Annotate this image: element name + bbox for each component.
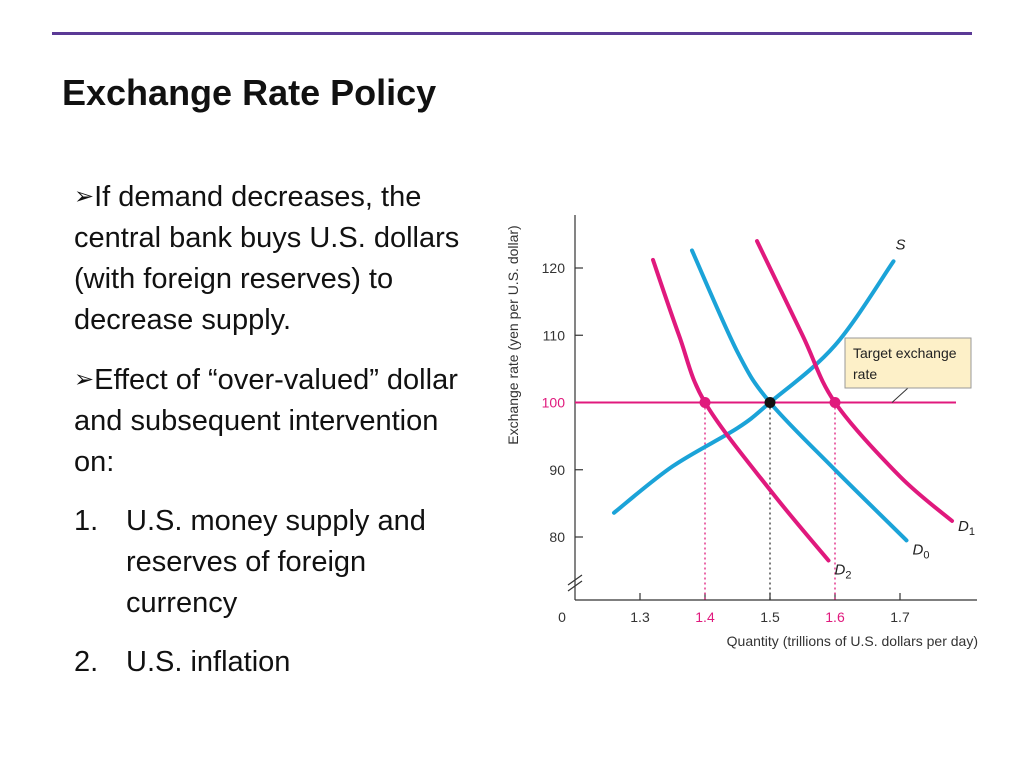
y-tick-label: 100 [542,395,566,411]
numbered-text-1: U.S. money supply and reserves of foreig… [126,505,426,619]
y-tick-label: 80 [549,529,565,545]
bullet-list: ➢If demand decreases, the central bank b… [74,176,464,701]
exchange-rate-chart: 80 90 100 110 120 0 1.3 1.4 1.5 1.6 1.7 Quantity (t… [500,205,990,665]
intersection-point [829,397,841,408]
curve-d2 [651,257,831,563]
bullet-text-2: Effect of “over-valued” dollar and subse… [74,364,458,478]
target-callout-line2: rate [853,366,877,382]
y-tick-label: 110 [543,327,566,343]
x-tick-label: 1.3 [630,609,650,625]
number-label-1: 1. [74,505,99,537]
y-tick-label: 90 [549,462,565,478]
curve-label-subscript: 0 [923,549,929,561]
axis-break-mark [567,580,583,592]
x-tick-label: 1.5 [760,609,780,625]
curve-label-d0: D0 [913,541,930,561]
axis-break-mark [567,574,583,586]
arrow-bullet-icon: ➢ [74,183,95,210]
curve-label-d1: D1 [958,518,975,538]
y-tick-label: 120 [542,260,566,276]
x-axis-title: Quantity (trillions of U.S. dollars per … [727,633,978,649]
numbered-item-1: 1. U.S. money supply and reserves of for… [74,501,464,624]
numbered-text-2: U.S. inflation [126,646,291,678]
target-callout-line1: Target exchange [853,345,957,361]
curve-label-subscript: 2 [845,570,851,582]
x-origin-label: 0 [558,609,566,625]
curve-s [612,259,896,515]
intersection-point [764,397,776,408]
curve-label-subscript: 1 [969,526,975,538]
bullet-item-2: ➢Effect of “over-valued” dollar and subs… [74,359,464,483]
x-tick-label: 1.4 [695,609,715,625]
intersection-point [699,397,711,408]
bullet-item-1: ➢If demand decreases, the central bank b… [74,176,464,341]
bullet-text-1: If demand decreases, the central bank bu… [74,181,460,336]
x-tick-label: 1.7 [890,609,910,625]
y-axis-title: Exchange rate (yen per U.S. dollar) [505,225,521,444]
numbered-item-2: 2. U.S. inflation [74,642,464,683]
slide-title: Exchange Rate Policy [62,72,437,113]
top-rule [52,32,972,35]
number-label-2: 2. [74,646,99,678]
arrow-bullet-icon: ➢ [74,366,95,393]
callout-leader [891,387,909,403]
x-tick-label: 1.6 [825,609,845,625]
curve-label-d2: D2 [835,562,852,582]
target-callout-box [844,337,972,389]
curve-label-s: S [896,236,906,253]
